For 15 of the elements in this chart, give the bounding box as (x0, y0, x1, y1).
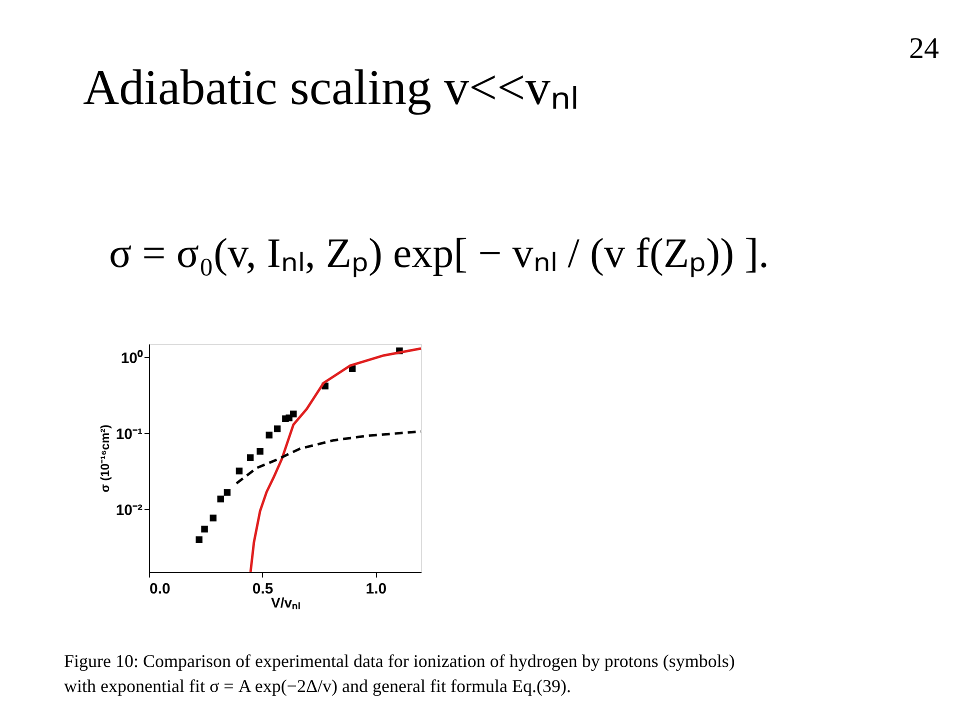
y-tick-label: 10⁻¹ (116, 426, 142, 443)
text: 24 (909, 32, 939, 65)
x-tick-label: 1.0 (366, 580, 387, 598)
line-series (249, 347, 422, 574)
y-tick-label: 10⁻² (116, 502, 142, 519)
x-tick-label: 0.0 (150, 580, 170, 598)
text: with exponential fit σ = A exp(−2Δ/v) and general fit formula Eq.(39). (64, 676, 571, 696)
text: σ = σ₀(v, Iₙₗ, Zₚ) exp[ − vₙₗ / (v f(Zₚ)) ]. (109, 231, 770, 278)
y-tick-label: 10⁰ (120, 348, 144, 367)
caption: Figure 10: Comparison of experimental data for ionization of hydrogen by protons (symbols) (64, 651, 735, 671)
y-axis-title: σ (10⁻¹⁶cm²) (98, 424, 112, 492)
chart-title: Adiabatic scaling v<<vₙₗ (83, 59, 578, 115)
x-axis-title: V/vₙₗ (270, 594, 300, 610)
x-tick-label: 0.5 (252, 580, 274, 598)
line-series (235, 430, 422, 485)
